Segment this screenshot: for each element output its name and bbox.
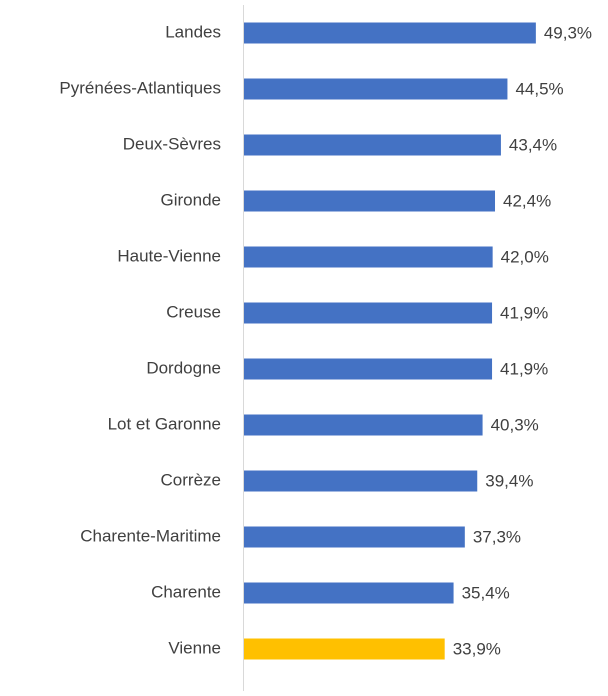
- value-label: 44,5%: [515, 79, 563, 98]
- category-label: Deux-Sèvres: [123, 134, 221, 153]
- category-label: Vienne: [168, 638, 221, 657]
- value-label: 41,9%: [500, 303, 548, 322]
- category-label: Dordogne: [146, 358, 221, 377]
- value-label: 37,3%: [473, 527, 521, 546]
- category-label: Charente-Maritime: [80, 526, 221, 545]
- category-label: Gironde: [161, 190, 221, 209]
- value-label: 35,4%: [462, 583, 510, 602]
- bar: [244, 414, 483, 436]
- category-label: Landes: [165, 22, 221, 41]
- category-label: Corrèze: [161, 470, 221, 489]
- bar: [244, 302, 493, 324]
- bar: [244, 526, 465, 548]
- value-label: 39,4%: [485, 471, 533, 490]
- category-label: Haute-Vienne: [117, 246, 221, 265]
- value-label: 33,9%: [453, 639, 501, 658]
- category-label: Creuse: [166, 302, 221, 321]
- bar: [244, 358, 493, 380]
- value-label: 40,3%: [491, 415, 539, 434]
- bar: [244, 22, 536, 44]
- category-label: Pyrénées-Atlantiques: [59, 78, 221, 97]
- bar: [244, 134, 501, 156]
- category-label: Lot et Garonne: [108, 414, 221, 433]
- value-label: 49,3%: [544, 23, 592, 42]
- value-label: 42,4%: [503, 191, 551, 210]
- value-label: 43,4%: [509, 135, 557, 154]
- bar: [244, 582, 454, 604]
- bar: [244, 190, 496, 212]
- bar: [244, 78, 508, 100]
- bar: [244, 246, 493, 268]
- bar: [244, 638, 445, 660]
- value-label: 41,9%: [500, 359, 548, 378]
- category-label: Charente: [151, 582, 221, 601]
- bar: [244, 470, 478, 492]
- value-label: 42,0%: [501, 247, 549, 266]
